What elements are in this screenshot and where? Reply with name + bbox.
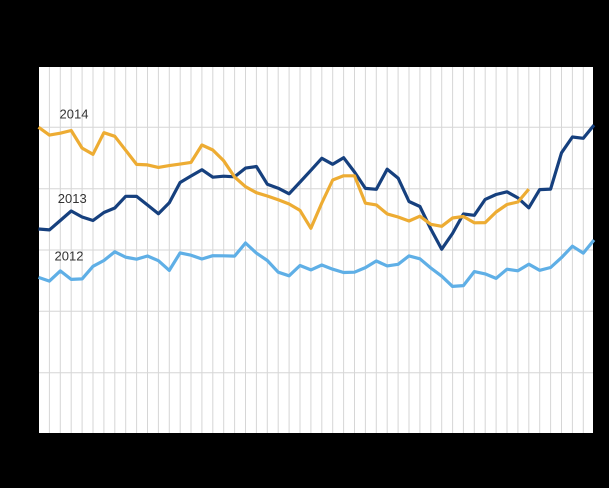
svg-text:2013: 2013 <box>58 191 87 206</box>
svg-text:2012: 2012 <box>55 248 84 263</box>
svg-text:2014: 2014 <box>60 107 89 122</box>
